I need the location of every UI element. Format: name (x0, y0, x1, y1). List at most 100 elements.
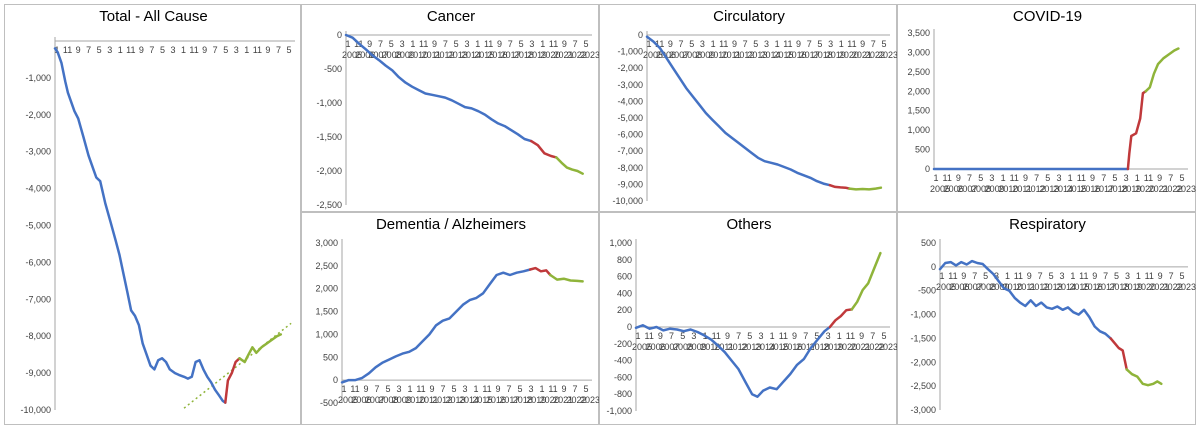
x-year-label: 2019 (526, 395, 546, 405)
series-line-base (344, 33, 533, 143)
x-year-label: 2015 (774, 50, 794, 60)
x-tick-label: 7 (870, 331, 875, 341)
series-line-mid (828, 308, 854, 329)
x-tick-label: 9 (860, 39, 865, 49)
x-year-label: 2015 (472, 395, 492, 405)
y-tick-label: 0 (337, 30, 342, 40)
x-tick-label: 1 (1068, 173, 1073, 183)
x-year-label: 2023 (878, 342, 898, 352)
x-year-label: 2006 (656, 50, 676, 60)
x-tick-label: 5 (689, 39, 694, 49)
x-tick-label: 11 (1010, 173, 1019, 183)
x-year-label: 2007 (669, 50, 689, 60)
x-tick-label: 1 (475, 39, 480, 49)
x-tick-label: 5 (978, 173, 983, 183)
x-tick-label: 1 (539, 384, 544, 394)
x-tick-label: 9 (1158, 271, 1163, 281)
chart-respiratory: Respiratory 500 0 -500 -1,000 -1,500 -2,000 -2,… (910, 216, 1196, 415)
x-tick-label: 5 (160, 45, 165, 55)
x-year-label: 2019 (1123, 282, 1143, 292)
x-year-label: 2006 (355, 50, 375, 60)
x-year-label: 2014 (1053, 184, 1073, 194)
y-tick-label: 0 (931, 262, 936, 272)
x-year-label: 2016 (486, 395, 506, 405)
x-year-label: 2021 (553, 395, 573, 405)
x-tick-label: 1 (635, 331, 640, 341)
x-year-label: 2008 (682, 50, 702, 60)
x-year-label: 2019 (1121, 184, 1141, 194)
x-tick-label: 5 (1049, 271, 1054, 281)
x-year-label: 2009 (392, 395, 412, 405)
x-tick-label: 9 (668, 39, 673, 49)
x-tick-label: 3 (528, 384, 533, 394)
x-tick-label: 1 (1070, 271, 1075, 281)
x-year-label: 2011 (1016, 282, 1035, 292)
x-year-label: 2014 (461, 50, 481, 60)
x-year-label: 2022 (567, 50, 587, 60)
y-tick-label: -2,000 (316, 166, 342, 176)
x-tick-label: 5 (519, 39, 524, 49)
x-year-label: 2013 (747, 50, 767, 60)
series-line-mid (528, 266, 552, 277)
y-tick-label: -5,000 (25, 221, 51, 231)
x-tick-label: 1 (473, 384, 478, 394)
y-tick-label: -500 (918, 286, 936, 296)
chart-title: Others (726, 216, 771, 233)
x-tick-label: 3 (1125, 271, 1130, 281)
x-tick-label: 3 (234, 45, 239, 55)
x-year-label: 2009 (687, 342, 707, 352)
x-tick-label: 5 (1179, 173, 1184, 183)
y-tick-label: -800 (614, 389, 632, 399)
x-tick-label: 3 (700, 39, 705, 49)
x-tick-label: 11 (1145, 271, 1154, 281)
x-tick-label: 1 (410, 39, 415, 49)
x-tick-label: 11 (126, 45, 135, 55)
y-tick-label: 2,000 (315, 284, 338, 294)
x-tick-label: 9 (429, 384, 434, 394)
x-tick-label: 5 (1045, 173, 1050, 183)
x-tick-label: 7 (679, 39, 684, 49)
x-year-label: 2020 (1135, 184, 1155, 194)
chart-covid: COVID-19 0 500 1,000 1,500 2,000 2,500 3,000 3,5… (907, 8, 1196, 194)
x-tick-label: 7 (736, 331, 741, 341)
y-tick-label: 500 (915, 145, 930, 155)
x-year-label: 2017 (800, 50, 820, 60)
series-line-base (645, 35, 832, 187)
x-tick-label: 9 (561, 384, 566, 394)
x-tick-label: 11 (712, 331, 721, 341)
x-year-label: 2017 (796, 342, 816, 352)
x-tick-label: 9 (961, 271, 966, 281)
x-year-label: 2017 (499, 395, 519, 405)
x-tick-label: 5 (451, 384, 456, 394)
series-line-recent (1144, 47, 1180, 93)
x-year-label: 2011 (722, 50, 741, 60)
y-tick-label: -4,000 (617, 96, 643, 106)
y-tick-label: -500 (324, 64, 342, 74)
x-year-label: 2017 (1094, 184, 1114, 194)
x-tick-label: 3 (529, 39, 534, 49)
x-tick-label: 9 (1090, 173, 1095, 183)
x-tick-label: 11 (189, 45, 198, 55)
y-tick-label: -3,000 (25, 147, 51, 157)
x-tick-label: 5 (680, 331, 685, 341)
x-tick-label: 7 (743, 39, 748, 49)
x-year-label: 2008 (971, 184, 991, 194)
y-tick-label: -600 (614, 372, 632, 382)
series-line-base (938, 259, 1112, 340)
y-tick-label: 0 (627, 322, 632, 332)
x-tick-label: 11 (549, 39, 558, 49)
x-year-label: 2010 (708, 50, 728, 60)
x-tick-label: 5 (983, 271, 988, 281)
x-year-label: 2014 (755, 342, 775, 352)
series-line-recent (848, 186, 883, 191)
x-tick-label: 9 (432, 39, 437, 49)
x-year-label: 2015 (1069, 282, 1089, 292)
y-tick-label: -6,000 (617, 130, 643, 140)
x-tick-label: 11 (484, 39, 493, 49)
x-year-label: 2007 (963, 282, 983, 292)
y-tick-label: -1,000 (910, 310, 936, 320)
x-tick-label: 11 (548, 384, 557, 394)
x-tick-label: 1 (839, 39, 844, 49)
x-year-label: 2020 (1136, 282, 1156, 292)
x-tick-label: 9 (76, 45, 81, 55)
